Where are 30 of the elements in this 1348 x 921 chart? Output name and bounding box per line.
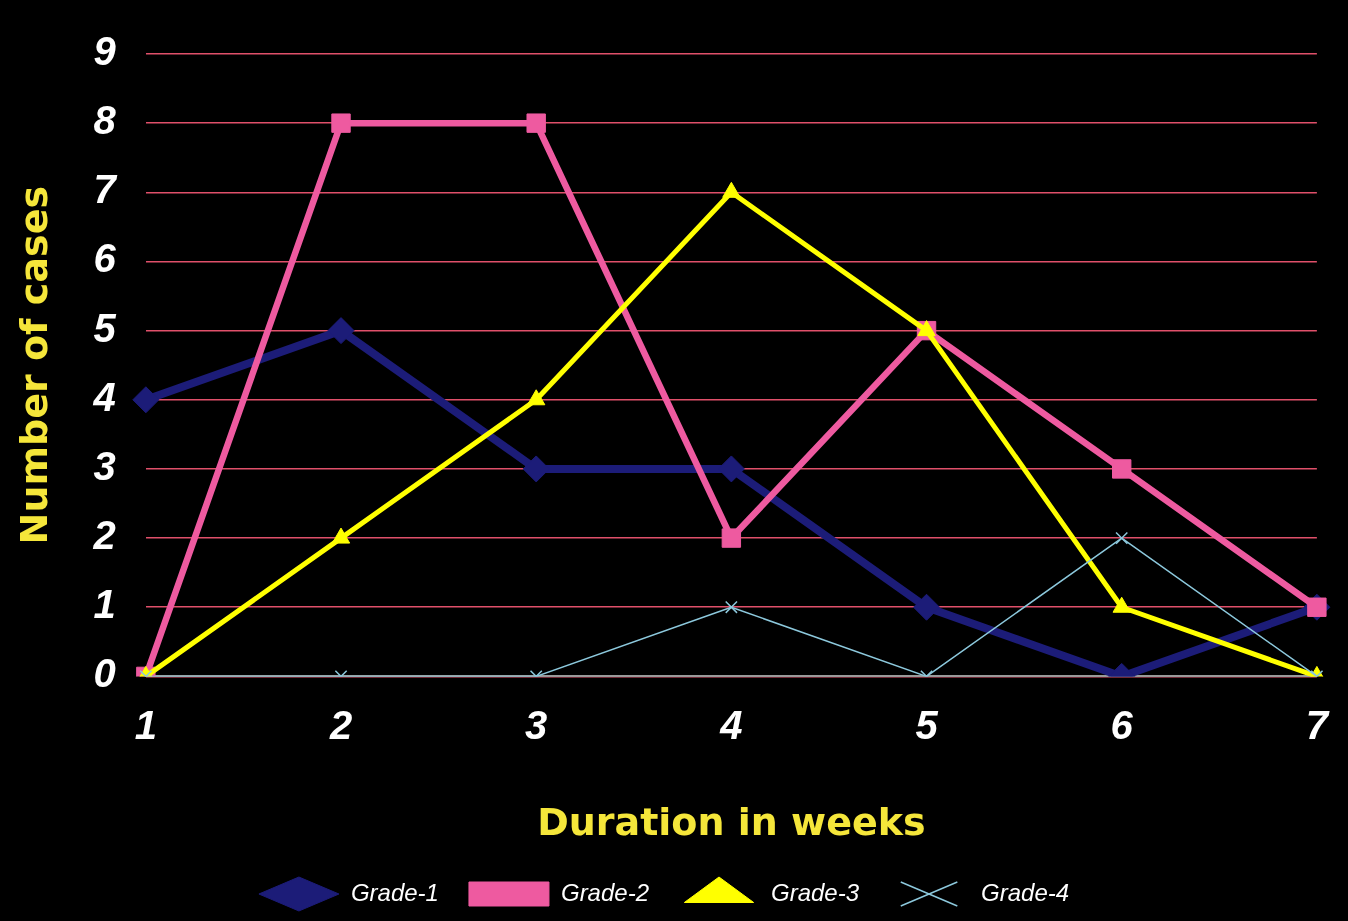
y-tick-label: 0 (93, 651, 116, 696)
legend-label: Grade-1 (350, 878, 439, 906)
legend-label: Grade-3 (771, 878, 860, 906)
y-tick-label: 4 (92, 374, 116, 419)
point (331, 527, 351, 544)
x-tick-label: 5 (915, 703, 939, 748)
x-axis-title: Duration in weeks (537, 800, 926, 845)
y-tick-label: 3 (93, 443, 116, 488)
point (527, 389, 546, 406)
x-tick-label: 3 (525, 703, 548, 748)
x-tick-label: 4 (719, 703, 743, 748)
point (327, 317, 355, 345)
x-tick-label: 1 (134, 703, 157, 748)
legend-label: Grade-2 (560, 878, 649, 906)
y-tick-label: 8 (93, 98, 117, 143)
y-tick-label: 1 (93, 582, 116, 627)
x-tick-label: 7 (1305, 703, 1330, 748)
point (1112, 596, 1131, 613)
y-tick-label: 9 (93, 29, 117, 74)
legend-label: Grade-4 (981, 878, 1070, 906)
y-tick-label: 2 (92, 513, 116, 558)
y-axis-title: Number of cases (11, 185, 56, 545)
x-tick-label: 2 (328, 703, 353, 748)
y-tick-label: 6 (93, 236, 117, 281)
point (526, 113, 546, 133)
point (132, 386, 160, 414)
y-tick-label: 7 (93, 167, 118, 212)
point (331, 113, 351, 133)
y-tick-label: 5 (93, 305, 117, 350)
x-tick-label: 6 (1110, 703, 1134, 748)
